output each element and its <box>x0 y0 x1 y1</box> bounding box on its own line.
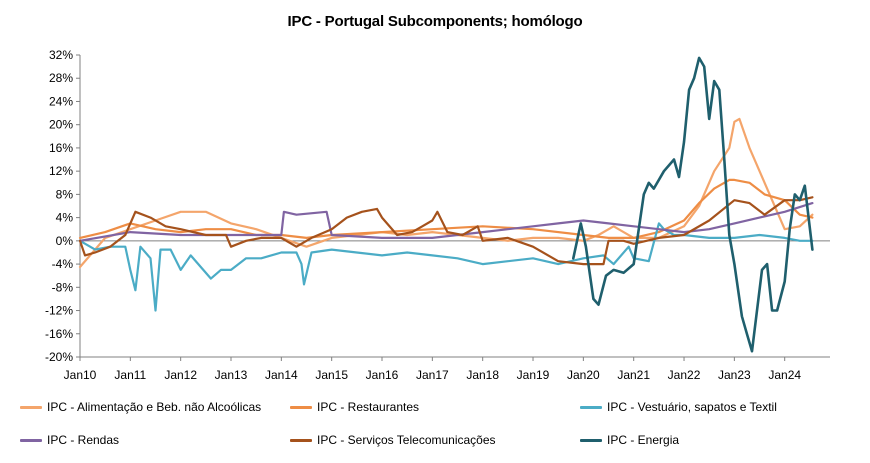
y-tick-label: 0% <box>56 234 74 248</box>
x-tick-label: Jan14 <box>265 368 298 382</box>
x-tick-label: Jan23 <box>718 368 751 382</box>
axes <box>79 55 830 358</box>
x-tick-label: Jan24 <box>768 368 801 382</box>
x-tick-label: Jan11 <box>114 368 146 382</box>
series-line-5 <box>571 56 814 353</box>
y-tick-label: 20% <box>49 118 73 132</box>
y-tick-label: 32% <box>49 48 73 62</box>
x-tick-label: Jan17 <box>416 368 449 382</box>
series-lines <box>78 56 814 353</box>
y-tick-label: -20% <box>45 350 73 364</box>
y-tick-label: 4% <box>56 211 74 225</box>
chart-title: IPC - Portugal Subcomponents; homólogo <box>287 13 583 30</box>
series-line-3 <box>78 202 814 242</box>
y-tick-label: 12% <box>49 164 73 178</box>
x-tick-label: Jan15 <box>315 368 348 382</box>
x-tick-label: Jan12 <box>164 368 197 382</box>
y-tick-label: -16% <box>45 327 73 341</box>
y-tick-label: -4% <box>52 257 74 271</box>
x-tick-label: Jan18 <box>466 368 499 382</box>
y-tick-label: -8% <box>52 280 74 294</box>
x-tick-label: Jan13 <box>215 368 248 382</box>
y-tick-label: 24% <box>49 94 73 108</box>
y-tick-label: 8% <box>56 187 74 201</box>
x-tick-label: Jan19 <box>517 368 550 382</box>
y-tick-label: 28% <box>49 71 73 85</box>
series-line-2 <box>78 222 814 312</box>
x-tick-label: Jan16 <box>366 368 399 382</box>
series-line-4 <box>78 196 814 266</box>
x-tick-label: Jan21 <box>617 368 650 382</box>
x-tick-label: Jan20 <box>567 368 600 382</box>
series-line-1 <box>78 178 814 239</box>
y-tick-label: -12% <box>45 304 73 318</box>
x-axis-ticks: Jan10 Jan11 Jan12 Jan13 Jan14 Jan15 Jan16 Jan17… <box>64 357 801 382</box>
y-tick-label: 16% <box>49 141 73 155</box>
x-tick-label: Jan22 <box>668 368 701 382</box>
y-axis-ticks: 32% 28% 24% 20% 16% 12% 8% 4% 0% -4% -8% -12% -16% -2… <box>45 48 80 364</box>
x-tick-label: Jan10 <box>64 368 97 382</box>
series-line-0 <box>78 117 814 269</box>
